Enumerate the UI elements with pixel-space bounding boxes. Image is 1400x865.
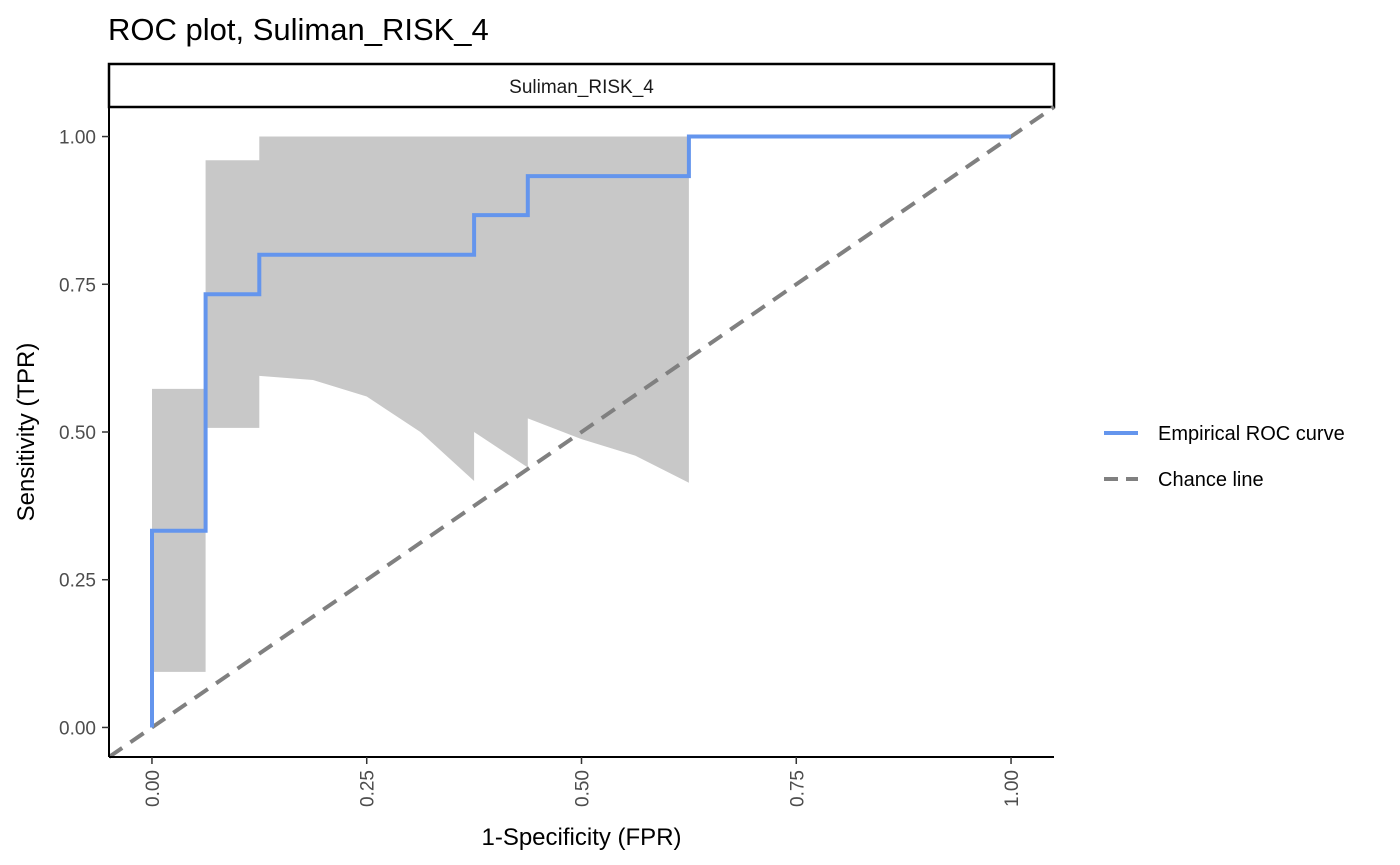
y-axis-title: Sensitivity (TPR) xyxy=(13,343,40,522)
x-tick-label: 0.25 xyxy=(358,770,379,807)
y-tick-label: 1.00 xyxy=(59,128,96,149)
legend-label-chance-line: Chance line xyxy=(1158,469,1264,491)
legend: Empirical ROC curve Chance line xyxy=(1104,423,1345,491)
roc-curve-layer xyxy=(150,134,1011,728)
confidence-band-layer xyxy=(152,136,689,672)
y-tick-label: 0.00 xyxy=(59,718,96,739)
chance-line-layer xyxy=(107,105,1056,759)
y-axis-ticks: 0.00 0.25 0.50 0.75 1.00 xyxy=(59,128,109,739)
legend-label-empirical-roc: Empirical ROC curve xyxy=(1158,423,1345,445)
confidence-band xyxy=(152,136,689,672)
x-tick-label: 1.00 xyxy=(1002,770,1023,807)
x-tick-label: 0.50 xyxy=(573,770,594,807)
x-tick-label: 0.75 xyxy=(787,770,808,807)
facet-strip xyxy=(107,62,1056,109)
x-axis-title: 1-Specificity (FPR) xyxy=(481,824,681,851)
facet-strip-label: Suliman_RISK_4 xyxy=(509,77,654,98)
x-tick-label: 0.00 xyxy=(143,770,164,807)
chance-line xyxy=(107,105,1056,759)
y-tick-label: 0.75 xyxy=(59,275,96,296)
y-tick-label: 0.25 xyxy=(59,571,96,592)
x-axis-ticks: 0.00 0.25 0.50 0.75 1.00 xyxy=(143,757,1023,807)
empirical-roc-curve xyxy=(150,134,1011,728)
chart-title: ROC plot, Suliman_RISK_4 xyxy=(108,12,489,47)
y-tick-label: 0.50 xyxy=(59,423,96,444)
